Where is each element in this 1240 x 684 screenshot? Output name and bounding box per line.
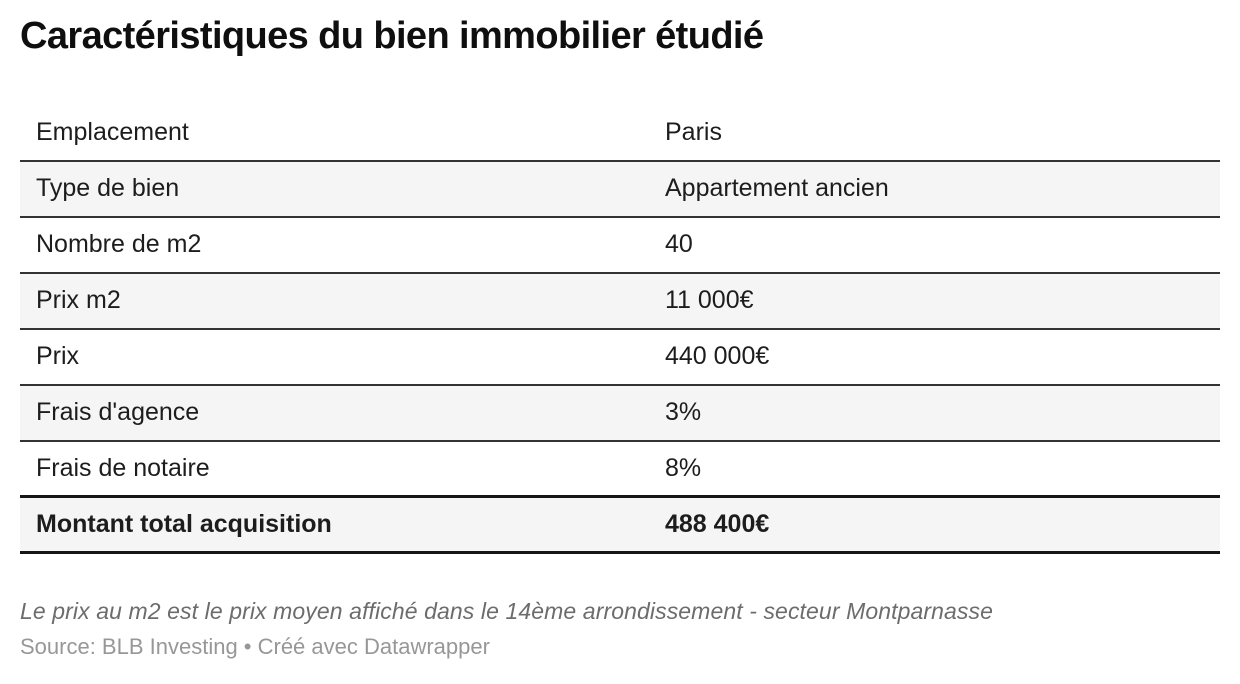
page-title: Caractéristiques du bien immobilier étud… (20, 15, 764, 57)
row-value: 3% (665, 398, 702, 427)
source-line: Source: BLB Investing • Créé avec Datawr… (20, 633, 490, 659)
row-value: Paris (665, 118, 722, 147)
table-row: Prix 440 000€ (20, 329, 1220, 386)
table-row: Prix m2 11 000€ (20, 273, 1220, 330)
row-label: Frais de notaire (36, 453, 210, 482)
row-label: Prix (36, 342, 80, 371)
property-characteristics-table: Emplacement Paris Type de bien Apparteme… (20, 105, 1220, 554)
row-label: Type de bien (36, 174, 180, 203)
table-row: Type de bien Appartement ancien (20, 161, 1220, 218)
row-label: Emplacement (36, 118, 189, 147)
row-value: 40 (665, 230, 693, 259)
row-label: Montant total acquisition (36, 509, 332, 538)
row-value: 488 400€ (665, 509, 770, 538)
datawrapper-table-page: Caractéristiques du bien immobilier étud… (0, 14, 1240, 660)
table-row: Frais d'agence 3% (20, 385, 1220, 442)
row-value: 8% (665, 453, 702, 482)
row-value: Appartement ancien (665, 174, 889, 203)
row-label: Frais d'agence (36, 398, 200, 427)
table-row-total: Montant total acquisition 488 400€ (20, 497, 1220, 554)
table-row: Emplacement Paris (20, 105, 1220, 162)
row-label: Prix m2 (36, 286, 121, 315)
table-row: Nombre de m2 40 (20, 217, 1220, 274)
row-value: 440 000€ (665, 342, 770, 371)
row-label: Nombre de m2 (36, 230, 202, 259)
table-row: Frais de notaire 8% (20, 441, 1220, 498)
row-value: 11 000€ (665, 286, 754, 315)
footer-note: Le prix au m2 est le prix moyen affiché … (20, 597, 994, 624)
